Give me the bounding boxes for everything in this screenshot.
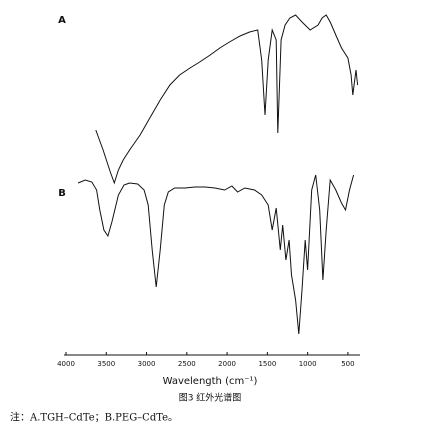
x-tick-label: 1000	[299, 360, 317, 368]
x-tick-label: 1500	[258, 360, 276, 368]
series-label: B	[58, 188, 66, 199]
x-axis-label: Wavelength (cm⁻¹)	[163, 376, 258, 387]
x-tick-label: 500	[341, 360, 354, 368]
x-tick-label: 3000	[138, 360, 156, 368]
note: 注：A.TGH–CdTe；B.PEG–CdTe。	[10, 411, 178, 424]
x-tick-label: 3500	[97, 360, 115, 368]
spectrum-line	[95, 14, 359, 185]
x-tick-label: 2000	[218, 360, 236, 368]
series-label: A	[58, 15, 66, 26]
x-tick-label: 4000	[57, 360, 75, 368]
x-tick-label: 2500	[178, 360, 196, 368]
caption: 图3 红外光谱图	[179, 392, 242, 404]
spectrum-line	[77, 174, 355, 335]
